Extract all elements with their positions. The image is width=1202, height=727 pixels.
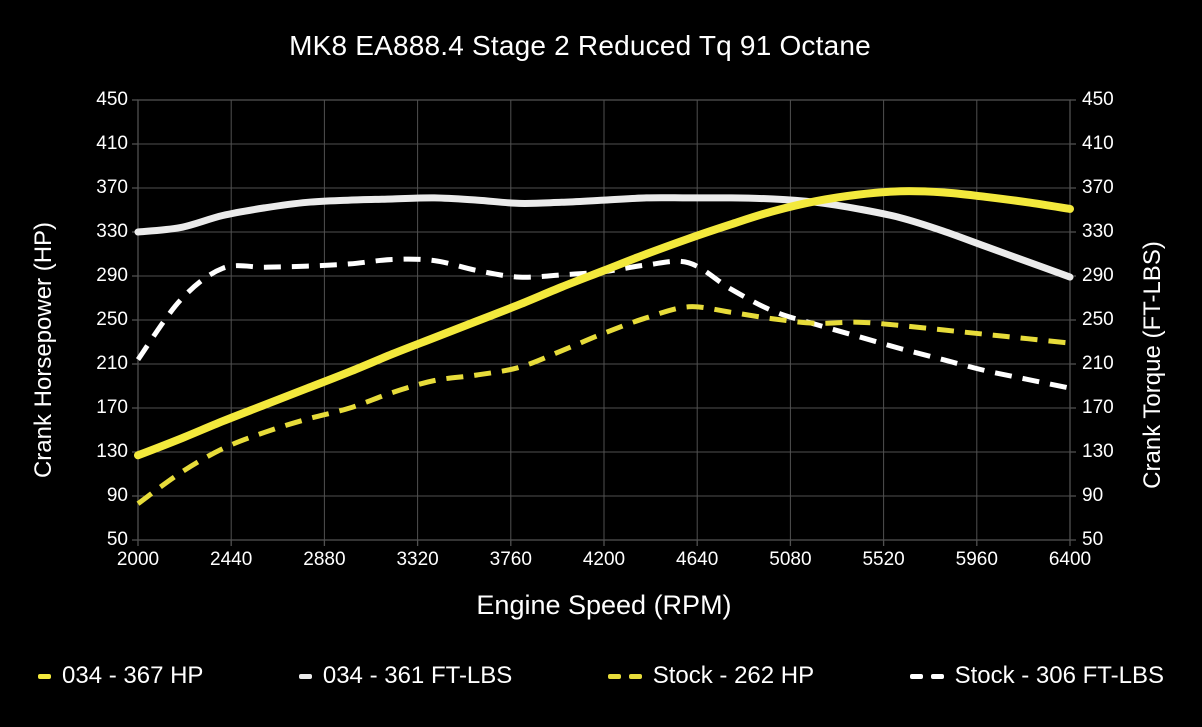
legend-label: 034 - 361 FT-LBS: [322, 662, 513, 689]
legend-label: 034 - 367 HP: [62, 662, 204, 689]
legend-item-034-ftlbs[interactable]: 034 - 361 FT-LBS: [298, 662, 513, 690]
solid-line-swatch-icon: [38, 673, 51, 679]
series-line-034-hp: [134, 187, 1074, 460]
legend: 034 - 367 HP 034 - 361 FT-LBS Stock - 26…: [0, 652, 1202, 700]
legend-label: Stock - 306 FT-LBS: [954, 662, 1164, 689]
legend-item-stock-hp[interactable]: Stock - 262 HP: [607, 662, 815, 690]
chart-title: MK8 EA888.4 Stage 2 Reduced Tq 91 Octane: [289, 30, 871, 61]
legend-item-034-hp[interactable]: 034 - 367 HP: [38, 662, 203, 690]
dashed-line-swatch-icon: [607, 673, 642, 679]
solid-line-swatch-icon: [298, 673, 312, 679]
legend-label: Stock - 262 HP: [652, 662, 815, 689]
legend-item-stock-ftlbs[interactable]: Stock - 306 FT-LBS: [909, 662, 1164, 690]
series-line-034-ft-lbs: [134, 194, 1074, 281]
dashed-line-swatch-icon: [909, 673, 944, 679]
series-line-stock-hp: [136, 304, 1071, 506]
